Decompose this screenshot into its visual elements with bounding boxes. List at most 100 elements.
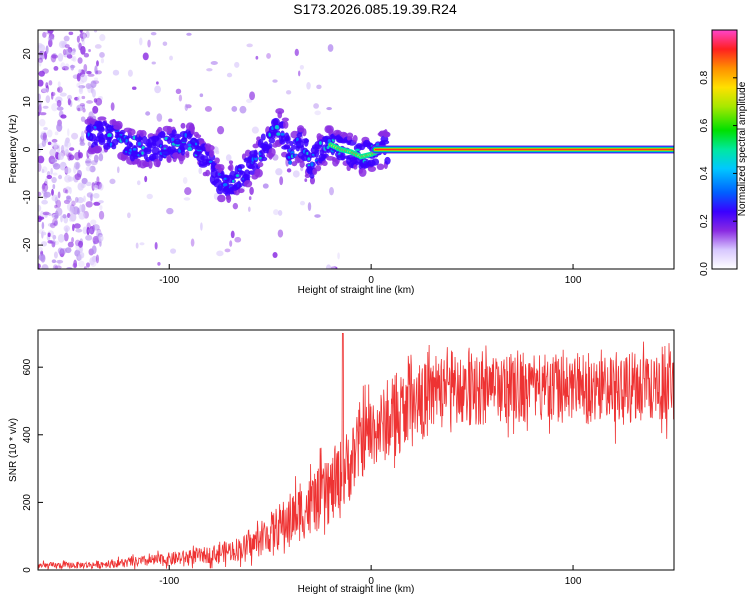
spectrogram-noise-cell (64, 63, 70, 71)
spectrogram-noise-cell (54, 265, 62, 269)
spectrogram-peak-cell (184, 133, 187, 138)
spectrogram-noise-cell (57, 234, 65, 243)
spectrogram-peak-cell (137, 142, 142, 146)
spectrogram-noise-cell (82, 108, 86, 113)
spectrogram-noise-cell (327, 44, 334, 52)
spectrogram-noise-cell (75, 228, 83, 233)
spectrogram-noise-cell (38, 254, 45, 261)
spectrogram-noise-cell (337, 252, 340, 260)
spectrogram-ridge-cell (376, 163, 385, 171)
spectrogram-noise-cell (40, 131, 47, 136)
spectrogram-y-tick-label: -20 (22, 237, 33, 252)
spectrogram-noise-cell (74, 249, 81, 257)
spectrogram-noise-cell (248, 206, 251, 212)
spectrogram-noise-cell (178, 94, 183, 102)
snr-y-label: SNR (10 * v/v) (8, 418, 19, 482)
spectrogram-noise-cell (190, 238, 195, 247)
spectrogram-noise-cell (46, 174, 53, 180)
spectrogram-noise-cell (73, 259, 78, 268)
spectrogram-noise-cell (45, 45, 49, 54)
spectrogram-noise-cell (94, 70, 99, 75)
spectrogram-noise-cell (198, 167, 203, 175)
spectrogram-noise-cell (94, 44, 102, 49)
spectrogram-noise-cell (60, 62, 66, 70)
colorbar-tick-label: 0.6 (699, 118, 710, 132)
spectrogram-ridge-cell (225, 195, 231, 201)
spectrogram-noise-cell (83, 64, 88, 72)
snr-y-ticks: 0 200 400 600 (22, 358, 43, 573)
spectrogram-noise-cell (49, 148, 57, 157)
spectrogram-noise-cell (42, 105, 49, 109)
spectrogram-noise-cell (52, 172, 58, 176)
colorbar-tick-label: 0.8 (699, 70, 710, 84)
spectrogram-noise-cell (272, 251, 278, 259)
spectrogram-noise-cell (162, 41, 168, 46)
spectrogram-noise-cell (255, 55, 259, 60)
spectrogram-noise-cell (184, 187, 192, 196)
spectrogram-ridge-cell (309, 173, 315, 179)
spectrogram-ridge-cell (270, 131, 276, 139)
spectrogram-noise-cell (304, 178, 308, 183)
spectrogram-ridge-cell (180, 122, 186, 129)
spectrogram-ridge-cell (290, 130, 299, 139)
spectrogram-noise-cell (64, 44, 70, 49)
spectrogram-noise-cell (68, 31, 74, 36)
spectrogram-noise-cell (151, 61, 156, 65)
spectrogram-noise-cell (64, 149, 69, 155)
spectrogram-ridge-cell (214, 157, 220, 164)
spectrogram-ridge-cell (159, 130, 166, 139)
spectrogram-noise-cell (42, 132, 47, 141)
spectrogram-ridge-cell (190, 127, 195, 135)
spectrogram-noise-cell (53, 220, 58, 227)
spectrogram-noise-cell (41, 166, 48, 173)
colorbar: 0.0 0.2 0.4 0.6 0.8 Normalized spectral ampl… (699, 29, 748, 276)
spectrogram-noise-cell (65, 197, 72, 203)
spectrogram-ridge-cell (380, 139, 390, 145)
spectrogram-noise-cell (50, 222, 56, 229)
spectrogram-noise-cell (156, 81, 159, 85)
spectrogram-noise-cell (78, 212, 86, 220)
spectrogram-noise-cell (52, 234, 57, 240)
spectrogram-noise-cell (39, 112, 47, 116)
spectrogram-y-label: Frequency (Hz) (8, 115, 19, 184)
spectrogram-noise-cell (96, 176, 100, 184)
spectrogram-noise-cell (80, 116, 86, 122)
spectrogram-noise-cell (51, 103, 58, 112)
spectrogram-noise-cell (144, 175, 148, 183)
snr-y-tick-label: 0 (22, 567, 33, 573)
spectrogram-noise-cell (139, 242, 145, 246)
spectrogram-noise-cell (175, 88, 182, 95)
spectrogram-noise-cell (86, 100, 94, 104)
spectrogram-peak-cell (132, 148, 137, 151)
spectrogram-noise-cell (68, 215, 73, 222)
snr-x-tick-label: 0 (368, 576, 374, 587)
colorbar-tick-label: 0.4 (699, 166, 710, 180)
spectrogram-noise-cell (84, 69, 88, 74)
spectrogram-noise-cell (79, 103, 85, 107)
spectrogram-peak-cell (187, 143, 192, 147)
spectrogram-ridge-cell (367, 165, 377, 173)
spectrogram-noise-cell (86, 262, 90, 268)
spectrogram-noise-cell (277, 210, 283, 216)
spectrogram-peak-cell (232, 179, 235, 183)
spectrogram-noise-cell (316, 84, 322, 90)
spectrogram-noise-cell (109, 178, 116, 185)
spectrogram-ridge-cell (217, 194, 226, 203)
spectrogram-noise-cell (249, 186, 254, 196)
spectrogram-noise-cell (169, 55, 173, 61)
spectrogram-ridge-cell (98, 137, 105, 143)
spectrogram-ridge-cell (88, 133, 97, 142)
spectrogram-noise-cell (42, 231, 47, 236)
spectrogram-ridge-cell (113, 124, 123, 130)
spectrogram-noise-cell (246, 43, 253, 48)
spectrogram-noise-cell (154, 85, 162, 94)
spectrogram-noise-cell (76, 72, 81, 82)
spectrogram-noise-cell (229, 240, 233, 247)
spectrogram-noise-cell (41, 139, 47, 147)
spectrogram-noise-cell (83, 195, 86, 203)
spectrogram-ridge-cell (237, 188, 245, 194)
spectrogram-noise-cell (249, 91, 256, 101)
spectrogram-ridge-cell (144, 146, 152, 155)
